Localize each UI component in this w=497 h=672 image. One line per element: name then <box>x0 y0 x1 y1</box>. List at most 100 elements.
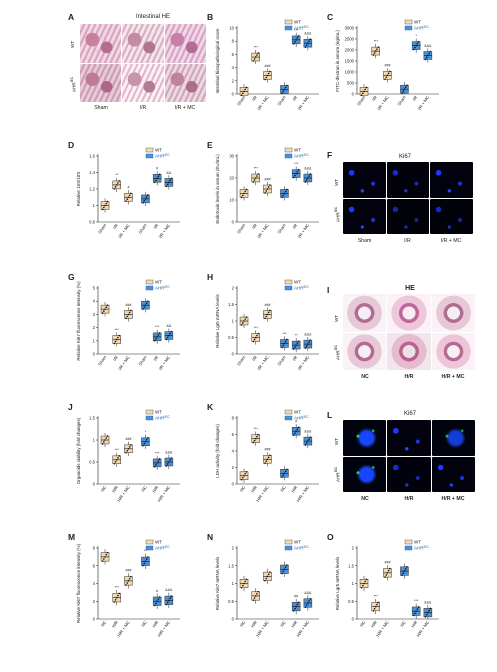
legend-swatch-wt <box>404 539 413 545</box>
category-label: I/R + MC <box>297 95 311 111</box>
y-tick-label: 30 <box>229 154 234 159</box>
data-point <box>281 476 283 479</box>
category-label: I/R + MC <box>117 223 131 239</box>
significance-label: &&& <box>165 588 173 592</box>
data-point <box>283 568 286 571</box>
legend-label-ahr: AHRIEC <box>294 153 310 159</box>
category-label: I/R <box>112 223 119 230</box>
he-image-wt-sham <box>80 24 122 63</box>
data-point <box>267 72 270 75</box>
data-point <box>297 168 300 171</box>
chart-c-fitc-dextran: 0 500 1000 1500 2000 2500 3000 FITC-dextran in … <box>327 12 445 132</box>
data-point <box>402 572 405 575</box>
data-point <box>244 472 247 475</box>
legend-label-wt: WT <box>155 148 162 153</box>
data-point <box>147 556 149 558</box>
data-point <box>307 440 309 442</box>
data-point <box>386 74 389 77</box>
category-label: NC <box>239 620 247 628</box>
data-point <box>264 317 266 320</box>
legend-sup: IEC <box>424 545 430 549</box>
y-tick-label: 0 <box>232 92 235 97</box>
data-point <box>157 460 160 462</box>
data-point <box>403 88 406 90</box>
data-point <box>105 202 108 205</box>
significance-label: *** <box>115 586 120 590</box>
data-point <box>166 183 169 186</box>
data-point <box>292 610 295 612</box>
category-label: H/R <box>290 485 298 494</box>
data-point <box>168 334 170 337</box>
y-tick-label: 1.6 <box>89 154 95 159</box>
he-image-ahr-sham <box>80 63 122 102</box>
legend-sup: IEC <box>304 153 310 157</box>
data-point <box>284 190 287 193</box>
data-point <box>242 476 244 479</box>
panel-l-image-grid <box>343 420 475 492</box>
y-tick-label: 1 <box>232 581 235 586</box>
data-point <box>286 564 288 566</box>
y-tick-label: 1.5 <box>89 416 95 421</box>
y-tick-label: 4 <box>93 581 96 586</box>
panel-a-image-grid <box>80 24 206 102</box>
legend-sup: IEC <box>304 25 310 29</box>
category-label: H/R <box>151 620 159 629</box>
data-point <box>401 574 403 577</box>
data-point <box>101 312 104 314</box>
data-point <box>145 302 148 304</box>
data-point <box>245 470 248 473</box>
data-point <box>145 196 148 198</box>
category-label: Sham <box>276 94 287 106</box>
panel-label-o: O <box>327 532 334 542</box>
legend-sup: IEC <box>304 415 310 419</box>
data-point <box>414 46 416 49</box>
organoid-he-wt-hr <box>387 294 431 332</box>
data-point <box>282 344 285 347</box>
y-tick-label: 8 <box>232 39 235 44</box>
data-point <box>389 567 391 570</box>
organoid-ki67-ahr-hr-mc <box>431 456 475 492</box>
legend-swatch-wt <box>404 19 413 25</box>
data-point <box>104 439 106 441</box>
data-point <box>252 441 255 444</box>
legend-label-ahr: AHRIEC <box>155 285 171 291</box>
data-point <box>257 173 259 175</box>
y-tick-label: 0.8 <box>89 220 95 225</box>
significance-label: &&& <box>424 600 432 604</box>
significance-label: * <box>415 34 417 38</box>
ki67-image-ahr-sham <box>343 198 386 234</box>
data-point <box>256 175 258 177</box>
data-point <box>128 311 131 314</box>
data-point <box>170 457 173 459</box>
legend-label-wt: WT <box>294 280 301 285</box>
ki67-image-ahr-ir-mc <box>430 198 473 234</box>
panel-l-row-wt: WT <box>334 437 339 445</box>
data-point <box>374 605 377 608</box>
ki67-image-wt-sham <box>343 162 386 198</box>
data-point <box>130 309 132 312</box>
he-image-ahr-ir-mc <box>164 63 206 102</box>
legend-label-wt: WT <box>155 410 162 415</box>
organoid-ki67-wt-hr <box>387 420 431 456</box>
significance-label: && <box>166 171 171 175</box>
data-point <box>307 602 309 604</box>
y-tick-label: 6 <box>232 52 235 57</box>
data-point <box>372 610 375 612</box>
data-point <box>373 607 376 610</box>
category-label: I/R <box>291 95 298 102</box>
data-point <box>242 92 244 95</box>
data-point <box>126 315 129 318</box>
data-point <box>305 345 308 347</box>
significance-label: # <box>127 186 129 190</box>
data-point <box>296 37 299 39</box>
organoid-ki67-ahr-nc <box>343 456 387 492</box>
y-tick-label: 1000 <box>345 70 355 75</box>
data-point <box>307 42 309 44</box>
legend-label-wt: WT <box>294 20 301 25</box>
legend-sup: IEC <box>304 545 310 549</box>
data-point <box>144 198 147 200</box>
